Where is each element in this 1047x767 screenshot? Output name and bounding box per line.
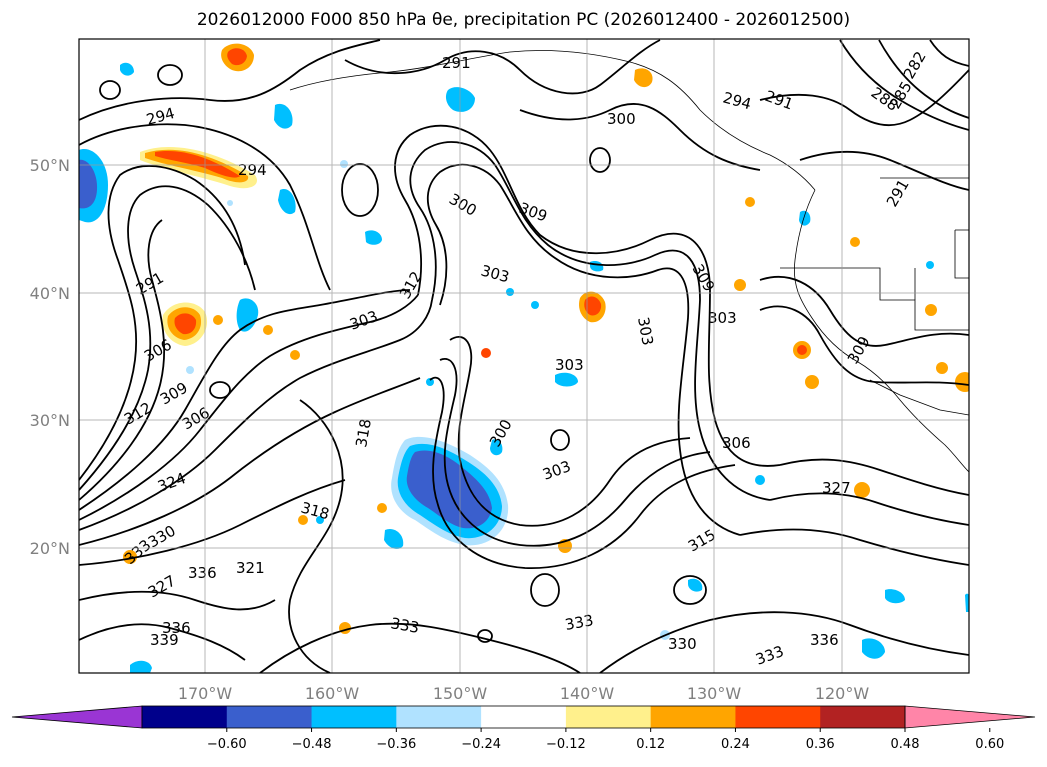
contour-label: 318	[352, 417, 375, 448]
coastlines	[289, 50, 969, 473]
contour-label: 303	[555, 356, 584, 374]
colorbar-tick-label: −0.60	[207, 737, 247, 752]
contour-label: 294	[238, 161, 267, 179]
longitude-labels: 170°W 160°W 150°W 140°W 130°W 120°W	[178, 684, 870, 703]
colorbar-tick-label: −0.24	[461, 737, 501, 752]
colorbar-segment	[650, 706, 736, 728]
contour-label: 327	[822, 479, 851, 497]
contour-label: 336	[810, 631, 839, 649]
plot-frame	[78, 38, 970, 674]
colorbar-tick-label: 0.36	[806, 737, 835, 752]
gridlines	[79, 39, 969, 673]
colorbar-segment	[735, 706, 821, 728]
contour-label: 300	[607, 110, 636, 128]
contour-label: 330	[668, 635, 697, 653]
colorbar-tick-label: −0.48	[292, 737, 332, 752]
colorbar-tick-label: 0.12	[636, 737, 665, 752]
lon-label: 170°W	[178, 684, 233, 703]
colorbar: −0.60 −0.48 −0.36 −0.24 −0.12 0.12 0.24 0.36 0.4…	[11, 705, 1036, 752]
lat-label: 30°N	[30, 411, 70, 430]
contour-label: 333	[389, 614, 420, 637]
colorbar-extend-min	[11, 705, 143, 729]
colorbar-segment	[565, 706, 652, 728]
colorbar-segment	[142, 706, 228, 728]
theta-e-contours	[79, 39, 969, 673]
latitude-labels: 50°N 40°N 30°N 20°N	[30, 156, 70, 558]
colorbar-frame	[141, 705, 906, 729]
colorbar-tick-label: 0.48	[891, 737, 920, 752]
colorbar-tick-label: 0.60	[975, 737, 1004, 752]
contour-label: 321	[236, 559, 265, 577]
lon-label: 130°W	[687, 684, 742, 703]
colorbar-tick-label: −0.12	[546, 737, 586, 752]
colorbar-extend-max	[904, 705, 1036, 729]
map-title: 2026012000 F000 850 hPa θe, precipitatio…	[196, 10, 851, 30]
contour-label: 336	[162, 619, 191, 637]
lat-label: 40°N	[30, 284, 70, 303]
colorbar-tick-label: 0.24	[721, 737, 750, 752]
colorbar-segment	[311, 706, 397, 728]
lon-label: 120°W	[815, 684, 870, 703]
contour-label: 291	[442, 54, 471, 72]
lat-label: 20°N	[30, 539, 70, 558]
lat-label: 50°N	[30, 156, 70, 175]
colorbar-tick-label: −0.36	[376, 737, 416, 752]
contour-label: 306	[722, 434, 751, 452]
contour-label: 336	[188, 564, 217, 582]
contour-label: 303	[634, 316, 657, 347]
colorbar-segment	[226, 706, 313, 728]
colorbar-segment	[820, 706, 906, 728]
colorbar-segment	[481, 706, 567, 728]
lon-label: 150°W	[433, 684, 488, 703]
contour-label: 303	[708, 309, 737, 327]
colorbar-segment	[396, 706, 482, 728]
lon-label: 160°W	[305, 684, 360, 703]
lon-label: 140°W	[560, 684, 615, 703]
contour-label: 339	[150, 631, 179, 649]
